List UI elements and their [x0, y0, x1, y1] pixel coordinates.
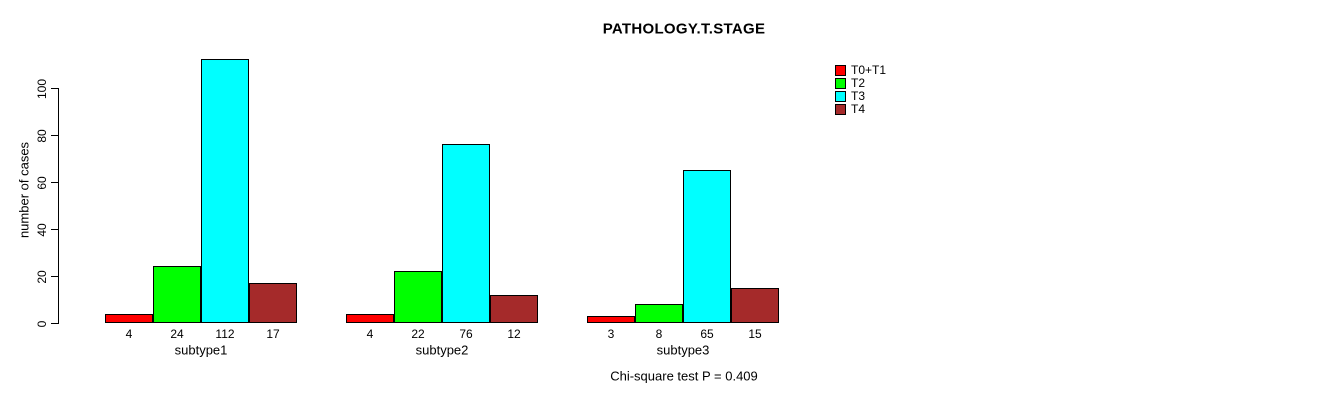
legend-label-T0+T1: T0+T1 — [851, 63, 887, 77]
bar-value-label: 4 — [366, 327, 374, 341]
bar-T4-subtype3 — [731, 288, 779, 323]
bar-value-label: 8 — [655, 327, 663, 341]
y-axis — [58, 88, 59, 324]
chart-title: PATHOLOGY.T.STAGE — [602, 20, 766, 38]
y-tick-label: 0 — [35, 320, 49, 327]
bar-value-label: 17 — [266, 327, 280, 341]
category-label-subtype1: subtype1 — [174, 342, 228, 358]
bar-T0+T1-subtype2 — [346, 314, 394, 323]
bar-T0+T1-subtype3 — [587, 316, 635, 323]
y-tick-label: 80 — [35, 128, 49, 143]
legend-label-T4: T4 — [851, 102, 866, 116]
bar-value-label: 76 — [459, 327, 473, 341]
legend-swatch-T0+T1 — [835, 65, 846, 76]
bar-T4-subtype1 — [249, 283, 297, 323]
bar-T3-subtype1 — [201, 59, 249, 323]
bar-value-label: 22 — [411, 327, 425, 341]
legend-label-T2: T2 — [851, 76, 866, 90]
y-tick — [51, 135, 58, 136]
bar-value-label: 3 — [607, 327, 615, 341]
y-tick — [51, 88, 58, 89]
legend-swatch-T4 — [835, 104, 846, 115]
bar-T2-subtype1 — [153, 266, 201, 323]
y-tick — [51, 323, 58, 324]
y-tick-label: 40 — [35, 222, 49, 237]
y-tick-label: 20 — [35, 269, 49, 284]
bar-T3-subtype3 — [683, 170, 731, 323]
y-tick-label: 60 — [35, 175, 49, 190]
bar-value-label: 65 — [700, 327, 714, 341]
bar-T4-subtype2 — [490, 295, 538, 323]
y-tick — [51, 276, 58, 277]
bar-value-label: 112 — [215, 327, 235, 341]
bar-value-label: 15 — [748, 327, 762, 341]
y-tick-label: 100 — [35, 78, 49, 99]
bar-T3-subtype2 — [442, 144, 490, 323]
bar-value-label: 4 — [125, 327, 133, 341]
category-label-subtype3: subtype3 — [656, 342, 710, 358]
bar-T0+T1-subtype1 — [105, 314, 153, 323]
legend-swatch-T2 — [835, 78, 846, 89]
y-tick — [51, 182, 58, 183]
legend-label-T3: T3 — [851, 89, 866, 103]
bar-T2-subtype2 — [394, 271, 442, 323]
y-tick — [51, 229, 58, 230]
bar-T2-subtype3 — [635, 304, 683, 323]
bar-value-label: 12 — [507, 327, 521, 341]
legend-swatch-T3 — [835, 91, 846, 102]
category-label-subtype2: subtype2 — [415, 342, 469, 358]
bar-value-label: 24 — [170, 327, 184, 341]
annotation-text: Chi-square test P = 0.409 — [610, 368, 758, 384]
